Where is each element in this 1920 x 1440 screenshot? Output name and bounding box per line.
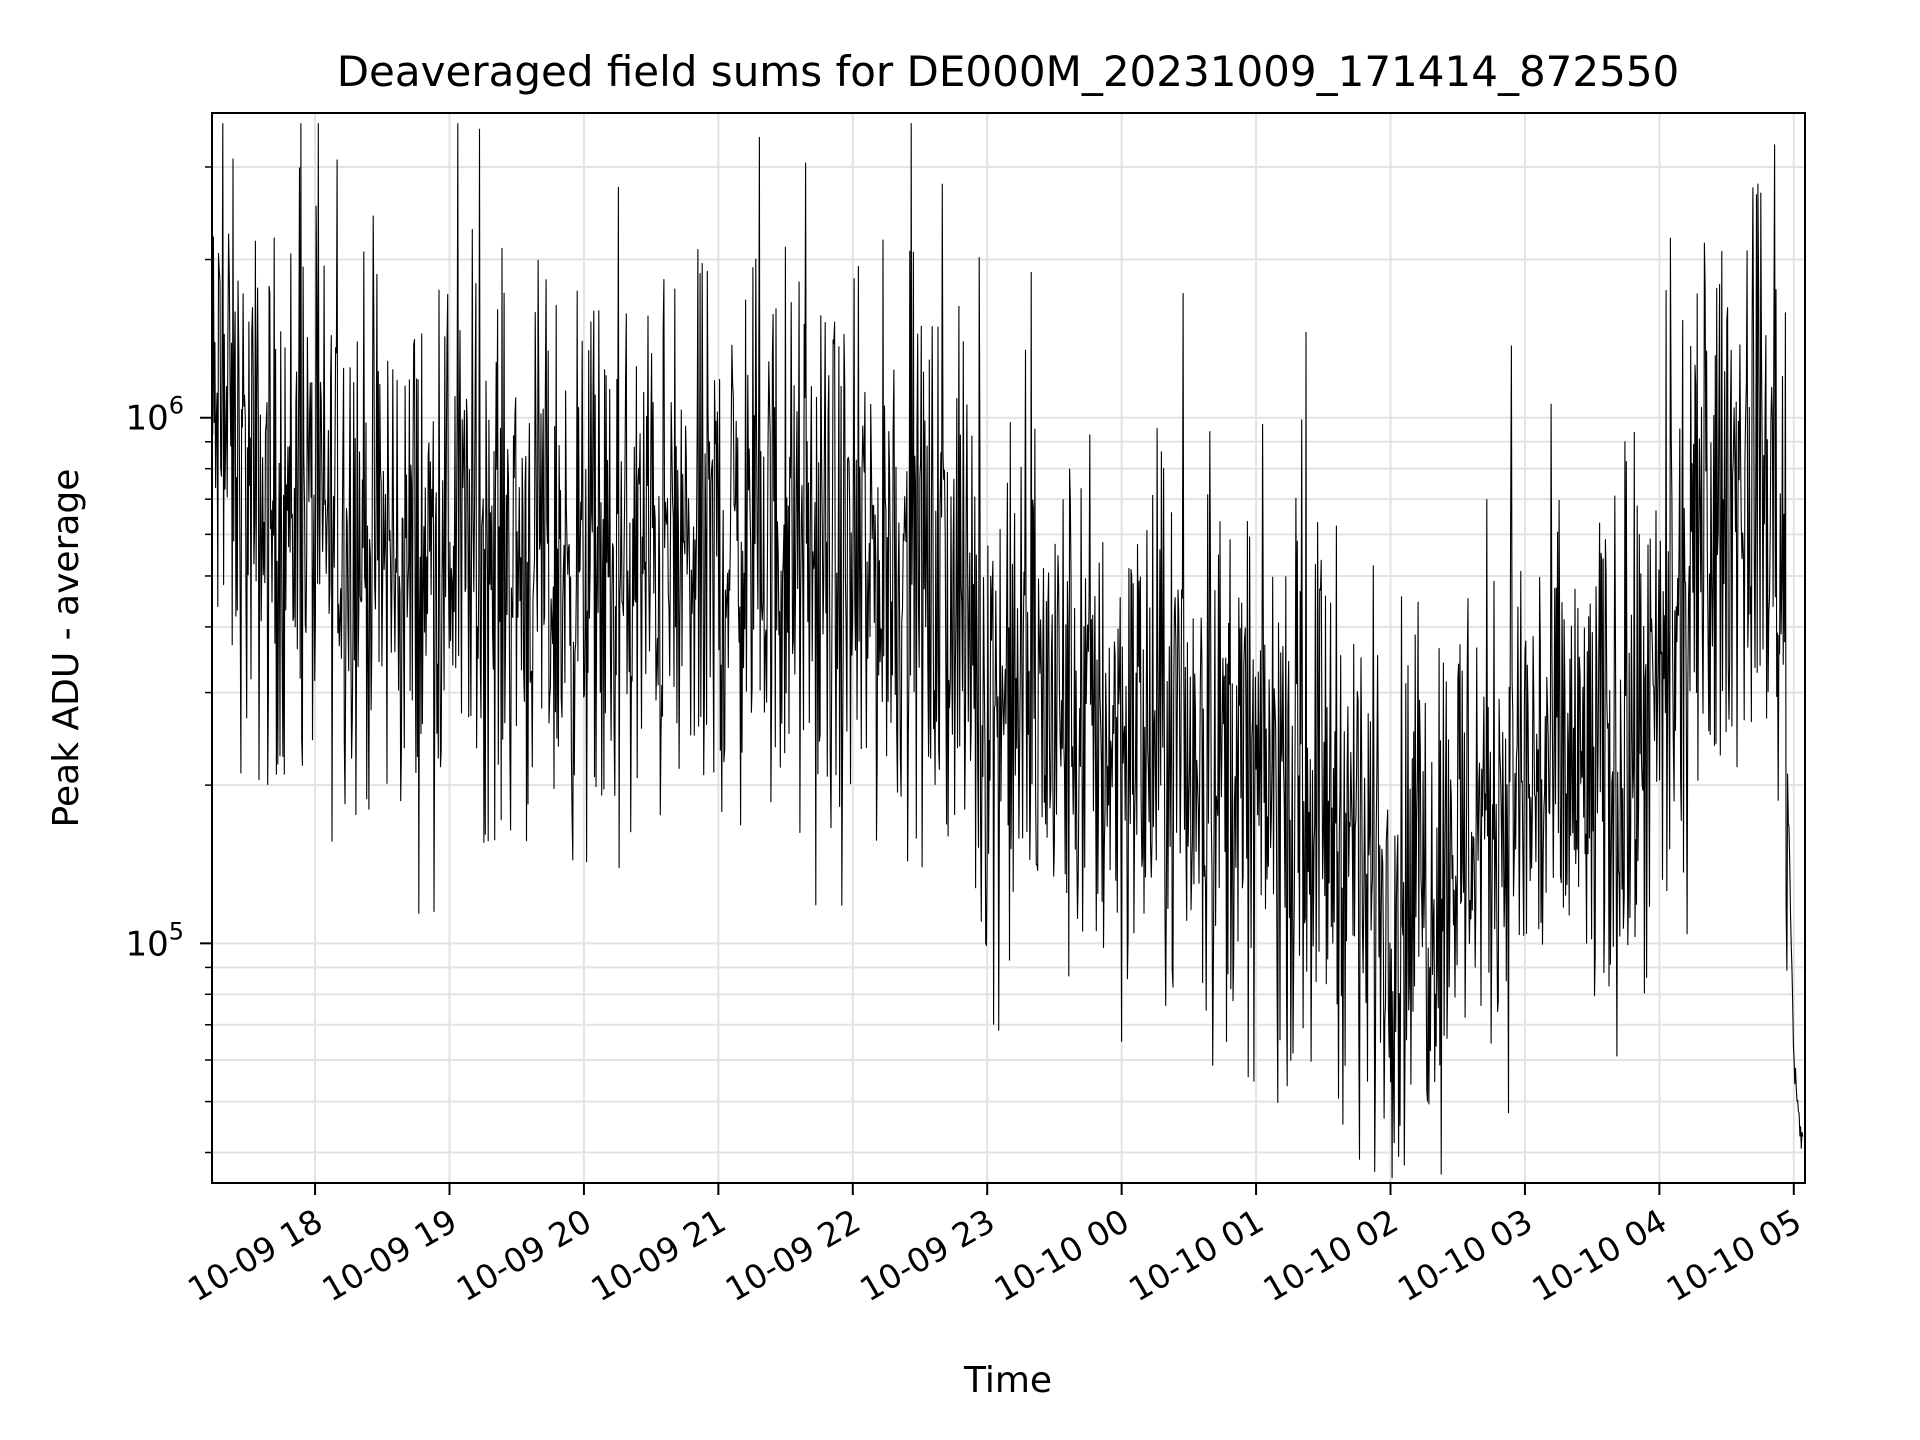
plot-frame	[211, 112, 1806, 1184]
chart-title: Deaveraged field sums for DE000M_2023100…	[337, 47, 1680, 96]
series-layer	[211, 122, 1804, 1179]
series-line	[211, 122, 1804, 1179]
y-tick-label: 106	[125, 392, 184, 439]
y-axis-label: Peak ADU - average	[46, 469, 87, 828]
y-tick-label: 105	[125, 917, 184, 964]
x-axis-label: Time	[963, 1360, 1052, 1401]
